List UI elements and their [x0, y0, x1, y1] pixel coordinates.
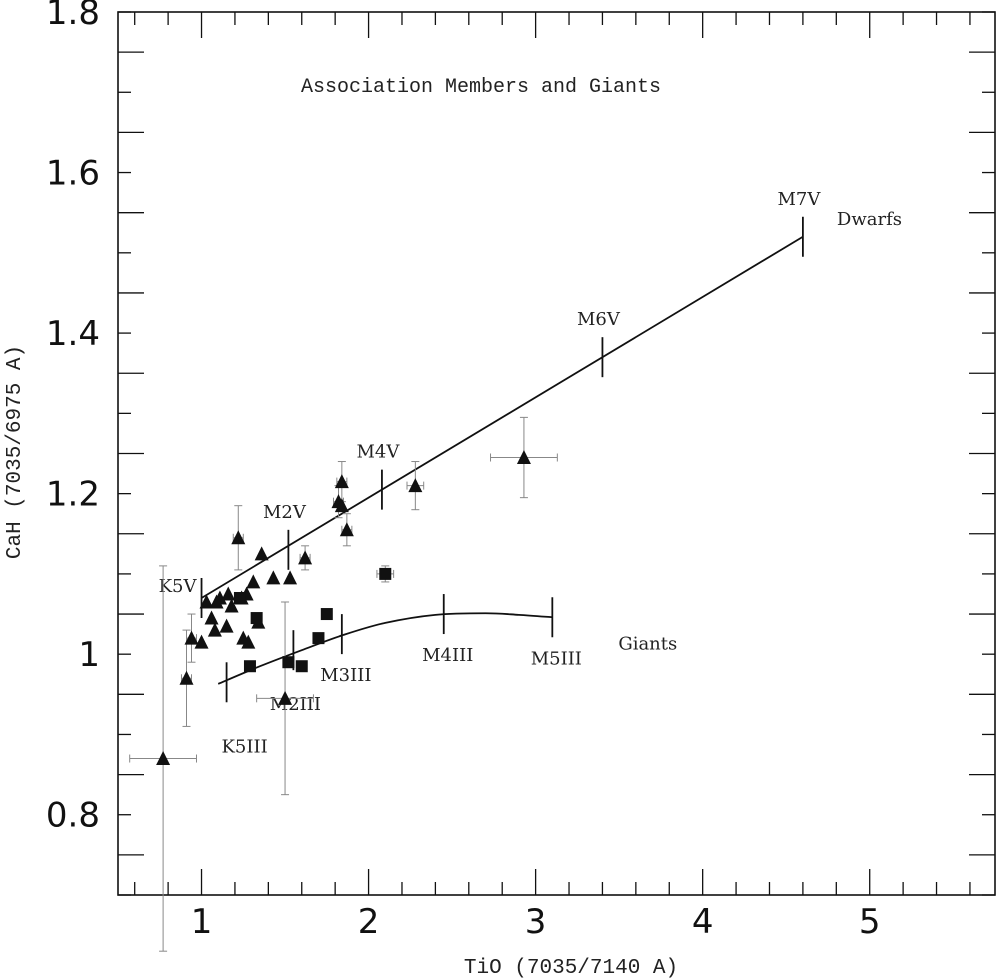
plot-frame: [117, 11, 996, 896]
x-axis-label: TiO (7035/7140 A): [464, 957, 678, 979]
triangle-point: [219, 618, 234, 633]
square-point: [250, 612, 263, 625]
triangle-point: [334, 474, 349, 489]
y-tick-label: 1.2: [46, 475, 100, 515]
spectral-type-label: K5III: [221, 736, 267, 757]
tick-labels: 1 2 3 4 5 0.8 1 1.2 1.4 1.6 1.8: [46, 0, 881, 942]
triangle-point: [207, 622, 222, 637]
triangle-point: [156, 751, 171, 766]
y-axis-label: CaH (7035/6975 A): [4, 345, 27, 559]
triangle-point: [194, 634, 209, 649]
giant-sequence-line: [217, 612, 553, 685]
triangle-point: [408, 478, 423, 493]
spectral-type-label: M3III: [320, 665, 371, 686]
triangle-point: [298, 550, 313, 565]
x-tick-label: 1: [191, 902, 213, 942]
triangle-point: [254, 546, 269, 561]
spectral-type-label: M7V: [777, 189, 821, 210]
y-tick-label: 0.8: [46, 796, 100, 836]
triangle-point: [278, 690, 293, 705]
triangle-point: [212, 590, 227, 605]
sequence-lines: [200, 216, 804, 703]
dwarf-sequence-line: [201, 235, 804, 599]
square-point: [295, 660, 308, 673]
spectral-type-label: K5V: [159, 576, 198, 597]
triangle-point: [283, 570, 298, 585]
y-tick-label: 1: [78, 635, 100, 675]
triangle-point: [266, 570, 281, 585]
y-tick-label: 1.4: [46, 314, 100, 354]
spectral-type-label: M4III: [422, 645, 473, 666]
square-point: [233, 591, 246, 604]
sequence-labels: K5VM2VM4VM6VM7VDwarfsK5IIIM2IIIM3IIIM4II…: [159, 189, 902, 758]
square-point: [320, 608, 333, 621]
triangle-point: [334, 498, 349, 513]
triangle-point: [179, 670, 194, 685]
x-tick-label: 5: [859, 902, 881, 942]
sequence-name-label: Dwarfs: [837, 209, 902, 230]
spectral-type-label: M5III: [531, 648, 582, 669]
axis-ticks: [118, 11, 995, 896]
x-tick-label: 3: [525, 902, 547, 942]
square-point: [379, 567, 392, 580]
y-tick-label: 1.8: [46, 0, 100, 33]
spectral-type-label: M4V: [356, 442, 400, 463]
data-points: [156, 450, 531, 766]
triangle-point: [204, 610, 219, 625]
triangle-point: [199, 594, 214, 609]
triangle-point: [339, 522, 354, 537]
triangle-point: [221, 586, 236, 601]
x-tick-label: 4: [692, 902, 714, 942]
sequence-name-label: Giants: [618, 633, 677, 654]
spectral-type-label: M6V: [577, 309, 621, 330]
x-tick-label: 2: [358, 902, 380, 942]
triangle-point: [246, 574, 261, 589]
spectral-type-label: M2V: [263, 502, 307, 523]
y-tick-label: 1.6: [46, 154, 100, 194]
triangle-point: [516, 450, 531, 465]
triangle-point: [231, 530, 246, 545]
triangle-point: [184, 630, 199, 645]
square-point: [312, 632, 325, 645]
triangle-point: [224, 598, 239, 613]
square-point: [243, 660, 256, 673]
chart-title: Association Members and Giants: [301, 76, 661, 99]
square-point: [282, 656, 295, 669]
triangle-point: [241, 634, 256, 649]
